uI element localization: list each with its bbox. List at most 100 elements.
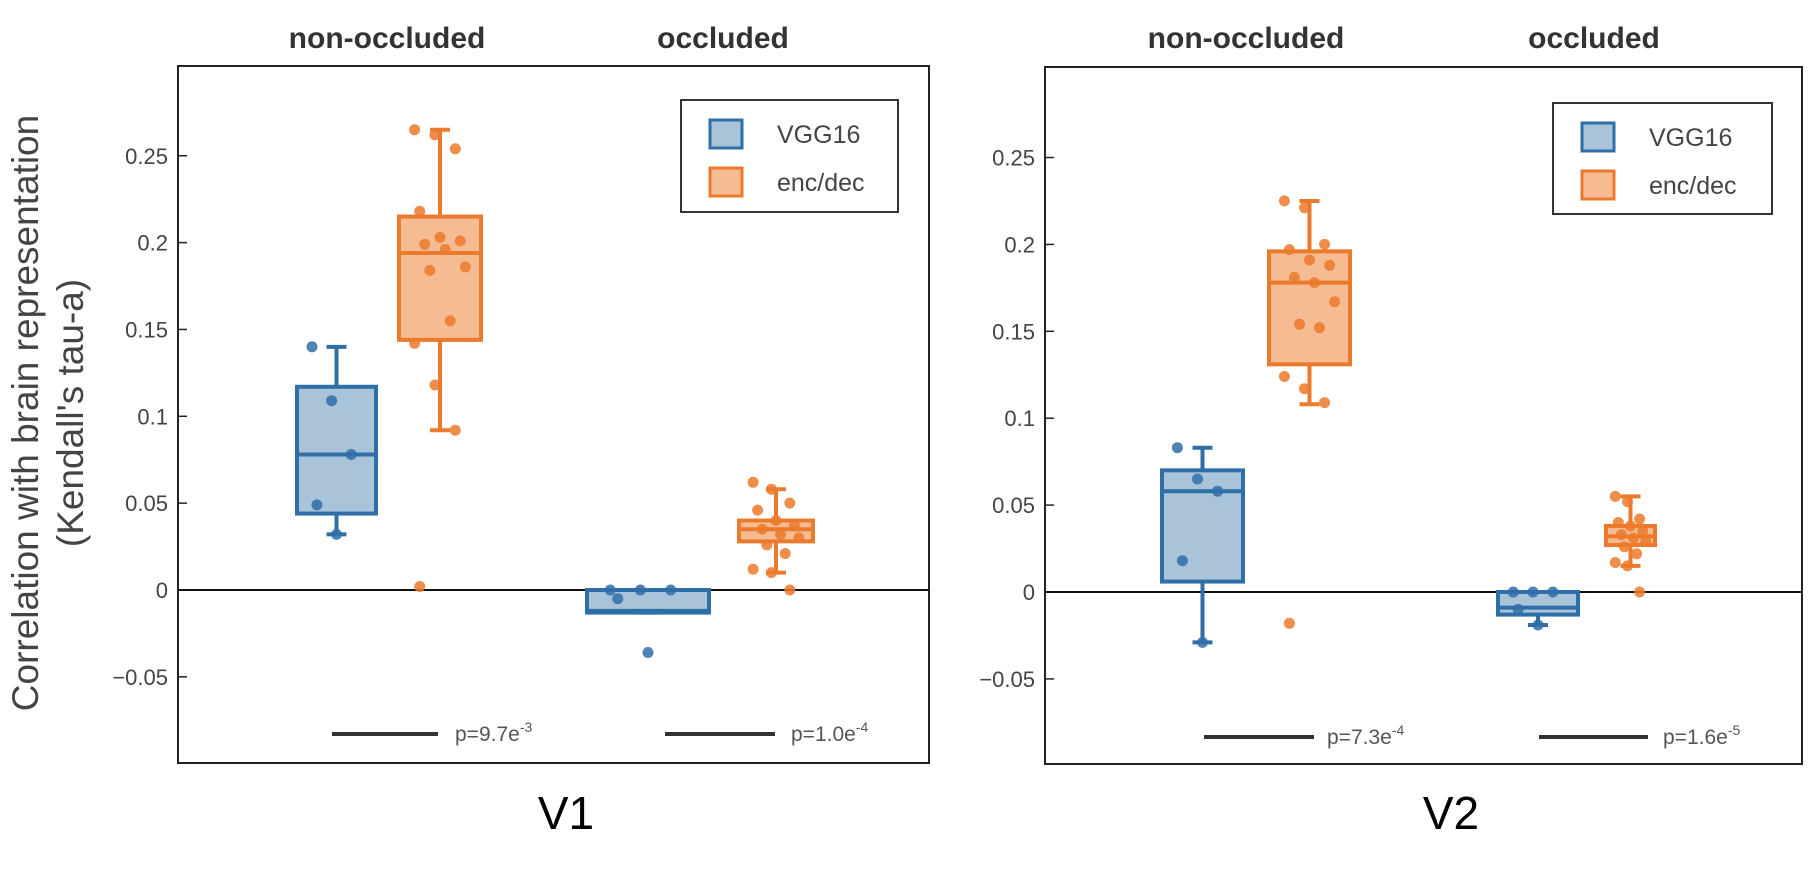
data-point <box>1176 555 1188 567</box>
y-tick-label: 0.05 <box>125 491 168 516</box>
legend-label: VGG16 <box>1649 124 1732 152</box>
data-point <box>306 341 318 353</box>
box-vgg16 <box>1496 586 1580 631</box>
data-point <box>1527 586 1539 598</box>
legend-entry-enc-dec: enc/dec <box>708 166 865 198</box>
p-value-base: p=1.0e <box>791 723 856 746</box>
p-value-label: p=1.6e-5 <box>1663 722 1740 749</box>
plot-frame <box>1044 66 1803 765</box>
data-point <box>1197 636 1208 648</box>
legend-entry-vgg16: VGG16 <box>1580 121 1732 153</box>
data-point <box>1329 296 1341 308</box>
panels: 0.25 0.2 0.15 0.1 0.05 0 −0.05 non-occluded occl… <box>112 22 1803 839</box>
data-point <box>612 593 624 605</box>
data-point <box>414 581 426 592</box>
y-tick-label: 0.1 <box>1004 406 1035 431</box>
data-point <box>793 532 805 544</box>
legend-swatch <box>708 166 744 198</box>
data-point <box>1609 490 1621 502</box>
p-value-base: p=9.7e <box>455 723 520 746</box>
p-value-exponent: -4 <box>856 719 869 735</box>
data-point <box>1622 560 1633 572</box>
data-point <box>765 567 777 579</box>
data-point <box>1212 485 1224 497</box>
y-axis-title-line-1: Correlation with brain representation <box>5 115 46 711</box>
y-tick-label: −0.05 <box>979 667 1035 692</box>
data-point <box>788 520 800 532</box>
data-point <box>765 483 777 495</box>
y-tick-label: 0 <box>156 578 168 603</box>
y-axis-title-line-2: (Kendall's tau-a) <box>50 279 91 547</box>
data-point <box>1512 603 1524 615</box>
condition-label-occluded: occluded <box>1528 22 1660 55</box>
p-value-label: p=1.0e-4 <box>791 719 868 746</box>
y-tick-label: 0 <box>1023 580 1035 605</box>
p-value-annotation: p=7.3e-4 <box>1204 722 1404 749</box>
data-point <box>429 129 441 141</box>
group-occluded <box>1496 490 1657 631</box>
data-point <box>459 261 471 273</box>
legend-entry-vgg16: VGG16 <box>708 118 860 150</box>
data-point <box>1618 541 1630 553</box>
data-point <box>634 584 646 596</box>
data-point <box>449 143 461 155</box>
data-point <box>439 244 451 255</box>
panel-v1: 0.25 0.2 0.15 0.1 0.05 0 −0.05 non-occluded occl… <box>112 22 930 839</box>
box-enc-dec <box>1604 490 1657 598</box>
panel-v2: 0.25 0.2 0.15 0.1 0.05 0 −0.05 non-occluded occl… <box>979 22 1803 839</box>
iqr-box <box>1267 249 1352 367</box>
data-point <box>784 584 796 596</box>
data-point <box>1304 254 1315 266</box>
data-point <box>752 504 764 516</box>
condition-label-non-occluded: non-occluded <box>1148 22 1345 55</box>
box-vgg16 <box>585 584 711 658</box>
legend: VGG16 enc/dec <box>1552 102 1773 215</box>
data-point <box>747 476 759 488</box>
p-value-exponent: -3 <box>520 719 533 735</box>
data-point <box>665 584 677 596</box>
data-point <box>604 584 616 596</box>
data-point <box>449 424 461 436</box>
p-value-exponent: -5 <box>1728 722 1741 738</box>
data-point <box>424 264 436 276</box>
data-point <box>1507 586 1519 598</box>
data-point <box>770 515 782 526</box>
data-point <box>1319 397 1331 409</box>
data-point <box>1299 383 1310 395</box>
iqr-box <box>295 384 378 516</box>
p-value-base: p=1.6e <box>1663 726 1728 749</box>
legend-swatch <box>1580 121 1616 153</box>
data-point <box>1532 619 1544 631</box>
legend-label: VGG16 <box>777 121 860 149</box>
data-point <box>1294 318 1305 330</box>
data-point <box>1278 371 1290 382</box>
data-point <box>747 563 759 575</box>
y-axis-title: Correlation with brain representation (K… <box>5 115 91 711</box>
p-value-annotation: p=9.7e-3 <box>332 719 532 746</box>
data-point <box>1309 277 1320 289</box>
data-point <box>419 238 431 250</box>
y-tick-label: 0.2 <box>137 231 168 256</box>
data-point <box>1171 442 1183 454</box>
data-point <box>1283 617 1295 629</box>
group-non-occluded <box>1160 195 1352 648</box>
data-point <box>1319 238 1331 250</box>
legend-label: enc/dec <box>777 169 865 197</box>
box-enc-dec <box>737 476 815 596</box>
data-point <box>434 231 446 243</box>
p-value-annotation: p=1.6e-5 <box>1539 722 1740 749</box>
data-point <box>1631 548 1643 560</box>
data-point <box>1622 496 1633 508</box>
p-value-label: p=7.3e-4 <box>1327 722 1404 749</box>
y-tick-label: 0.25 <box>125 144 168 169</box>
data-point <box>1634 586 1646 598</box>
data-point <box>784 497 796 509</box>
data-point <box>1314 322 1325 334</box>
box-enc-dec <box>1267 195 1352 629</box>
p-value-annotation: p=1.0e-4 <box>665 719 868 746</box>
data-point <box>409 337 421 349</box>
data-point <box>326 395 338 407</box>
data-point <box>779 548 791 559</box>
data-point <box>311 499 323 511</box>
